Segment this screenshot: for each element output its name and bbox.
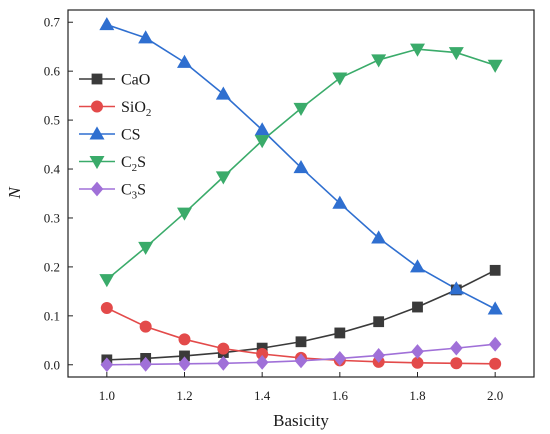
legend-marker bbox=[90, 181, 104, 197]
legend-label: CS bbox=[121, 127, 141, 144]
data-point-cao bbox=[373, 316, 385, 328]
data-point-c3s bbox=[488, 336, 502, 352]
data-point-c2s bbox=[254, 135, 270, 149]
y-tick-label: 0.4 bbox=[44, 162, 61, 177]
legend-marker bbox=[91, 73, 103, 85]
data-point-c3s bbox=[411, 344, 424, 359]
data-point-c3s bbox=[100, 357, 114, 373]
data-point-cao bbox=[489, 264, 501, 276]
x-tick-label: 1.2 bbox=[176, 388, 192, 403]
x-axis-title: Basicity bbox=[273, 411, 329, 430]
y-tick-label: 0.0 bbox=[44, 357, 60, 372]
axis-ticks: 1.0 1.2 1.4 1.6 1.8 2.0 0.0 0.1 0.2 0.3 0.4 0.5 0.6 0… bbox=[44, 15, 504, 403]
data-point-cs bbox=[332, 195, 348, 209]
data-point-c2s bbox=[487, 59, 503, 73]
data-point-c3s bbox=[139, 356, 152, 372]
data-point-c3s bbox=[255, 354, 269, 370]
data-point-c2s bbox=[293, 102, 309, 116]
legend-marker bbox=[89, 155, 105, 170]
data-point-c2s bbox=[177, 207, 192, 221]
data-point-c2s bbox=[332, 72, 348, 86]
legend-label: CaO bbox=[121, 72, 150, 89]
series-lines bbox=[106, 23, 496, 366]
y-tick-label: 0.3 bbox=[44, 210, 60, 225]
data-point-c2s bbox=[371, 54, 387, 68]
data-point-cs bbox=[410, 259, 425, 273]
data-point-cs bbox=[177, 54, 192, 68]
data-point-c2s bbox=[215, 171, 231, 185]
data-point-cs bbox=[448, 281, 464, 295]
data-point-c3s bbox=[178, 356, 191, 372]
legend-label: C2S bbox=[121, 154, 146, 174]
data-point-sio2 bbox=[139, 320, 152, 333]
data-point-sio2 bbox=[217, 342, 230, 355]
data-point-c3s bbox=[372, 348, 385, 363]
x-tick-label: 2.0 bbox=[487, 388, 503, 403]
x-tick-label: 1.4 bbox=[254, 388, 271, 403]
data-point-c2s bbox=[99, 274, 115, 288]
data-point-sio2 bbox=[178, 333, 191, 346]
y-tick-label: 0.7 bbox=[44, 15, 61, 30]
data-point-cao bbox=[412, 301, 423, 313]
data-point-c2s bbox=[410, 43, 425, 57]
x-tick-label: 1.6 bbox=[332, 388, 349, 403]
data-point-cs bbox=[254, 122, 270, 136]
data-point-cs bbox=[215, 86, 231, 100]
x-tick-label: 1.0 bbox=[99, 388, 115, 403]
y-tick-label: 0.1 bbox=[44, 308, 60, 323]
y-tick-label: 0.5 bbox=[44, 113, 60, 128]
data-point-cao bbox=[295, 336, 307, 348]
data-point-cs bbox=[371, 230, 387, 244]
data-point-sio2 bbox=[100, 302, 113, 315]
series-markers bbox=[99, 17, 503, 373]
data-point-c3s bbox=[217, 355, 230, 371]
y-tick-label: 0.6 bbox=[44, 64, 61, 79]
data-point-c2s bbox=[448, 47, 464, 61]
data-point-cs bbox=[99, 17, 115, 31]
plot-frame bbox=[67, 9, 535, 378]
y-tick-label: 0.2 bbox=[44, 259, 60, 274]
data-point-sio2 bbox=[450, 357, 463, 370]
data-point-cs bbox=[293, 159, 309, 174]
legend-label: C3S bbox=[121, 182, 146, 202]
data-point-c3s bbox=[294, 353, 308, 369]
y-axis-title: N bbox=[5, 186, 24, 200]
legend-marker bbox=[91, 100, 104, 113]
legend-label: SiO2 bbox=[121, 99, 151, 119]
data-point-c2s bbox=[138, 241, 154, 255]
data-point-sio2 bbox=[489, 357, 502, 370]
data-point-cs bbox=[138, 30, 154, 44]
data-point-cs bbox=[487, 301, 503, 315]
data-point-c3s bbox=[333, 350, 347, 366]
data-point-c3s bbox=[450, 340, 463, 356]
x-tick-label: 1.8 bbox=[409, 388, 425, 403]
legend: CaO SiO2 CS C2S C3S bbox=[79, 72, 151, 202]
legend-marker bbox=[89, 126, 105, 140]
data-point-cao bbox=[334, 327, 346, 339]
